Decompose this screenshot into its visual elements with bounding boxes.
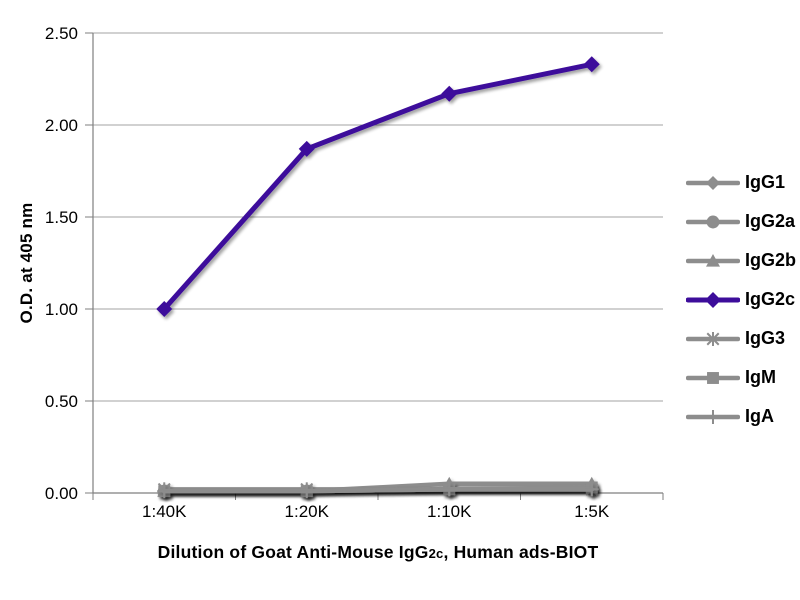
x-tick-label: 1:10K <box>427 502 472 521</box>
diamond-marker-icon <box>298 140 315 157</box>
legend-item-IgA: IgA <box>686 397 796 436</box>
chart-generated-content: 0.00 0.50 1.00 1.50 2.00 2.50 1:40K 1:20K 1:10K 1… <box>45 24 664 521</box>
legend-label: IgG3 <box>745 328 786 348</box>
x-tick-label: 1:40K <box>142 502 187 521</box>
y-tick-label: 2.00 <box>45 116 78 135</box>
legend-swatch-IgG1 <box>686 175 740 190</box>
circle-marker-icon <box>706 215 720 228</box>
y-tick-label: 0.00 <box>45 484 78 503</box>
series-line-IgG2c <box>161 61 595 312</box>
series-line-IgA <box>162 487 594 494</box>
legend-swatch-IgM <box>686 371 740 384</box>
legend-item-IgG2c: IgG2c <box>686 280 796 319</box>
diamond-marker-icon <box>156 301 173 317</box>
plus-marker-icon <box>299 484 314 499</box>
diamond-marker-icon <box>583 56 600 73</box>
legend-item-IgG2b: IgG2b <box>686 241 796 280</box>
plus-marker-icon <box>706 409 720 424</box>
x-axis-title-suffix: , Human ads-BIOT <box>443 542 599 562</box>
legend-label: IgM <box>745 367 776 387</box>
triangle-marker-icon <box>706 253 720 267</box>
y-tick-label: 1.00 <box>45 300 78 319</box>
legend: IgG1 IgG2a IgG2b IgG2c IgG3 IgM IgA <box>686 163 796 436</box>
x-tick-label: 1:5K <box>574 502 610 521</box>
diamond-marker-icon <box>706 175 720 190</box>
legend-label: IgG1 <box>745 172 786 192</box>
legend-item-IgG3: IgG3 <box>686 319 796 358</box>
legend-label: IgG2c <box>745 289 796 309</box>
legend-label: IgG2b <box>745 250 797 270</box>
y-tick-label: 1.50 <box>45 208 78 227</box>
x-tick-label: 1:20K <box>285 502 330 521</box>
legend-item-IgG1: IgG1 <box>686 163 796 202</box>
x-axis-title-subscript: 2c <box>428 546 444 561</box>
legend-swatch-IgG2b <box>686 253 740 267</box>
plus-marker-icon <box>157 484 172 499</box>
legend-swatch-IgG3 <box>686 331 740 346</box>
legend-item-IgM: IgM <box>686 358 796 397</box>
plus-marker-icon <box>584 482 599 497</box>
legend-label: IgA <box>745 406 774 426</box>
series-IgG2c <box>156 56 600 317</box>
legend-label: IgG2a <box>745 211 796 231</box>
legend-item-IgG2a: IgG2a <box>686 202 796 241</box>
x-axis-title-prefix: Dilution of Goat Anti-Mouse IgG <box>157 542 429 562</box>
plus-marker-icon <box>442 482 457 497</box>
legend-swatch-IgA <box>686 409 740 424</box>
asterisk-marker-icon <box>706 331 720 346</box>
legend-swatch-IgG2c <box>686 291 740 308</box>
series-IgA <box>157 482 599 499</box>
diamond-marker-icon <box>705 291 721 308</box>
y-tick-label: 2.50 <box>45 24 78 43</box>
y-tick-label: 0.50 <box>45 392 78 411</box>
x-axis-title: Dilution of Goat Anti-Mouse IgG2c, Human… <box>93 542 663 563</box>
square-marker-icon <box>707 371 719 384</box>
diamond-marker-icon <box>441 85 458 102</box>
legend-swatch-IgG2a <box>686 215 740 228</box>
